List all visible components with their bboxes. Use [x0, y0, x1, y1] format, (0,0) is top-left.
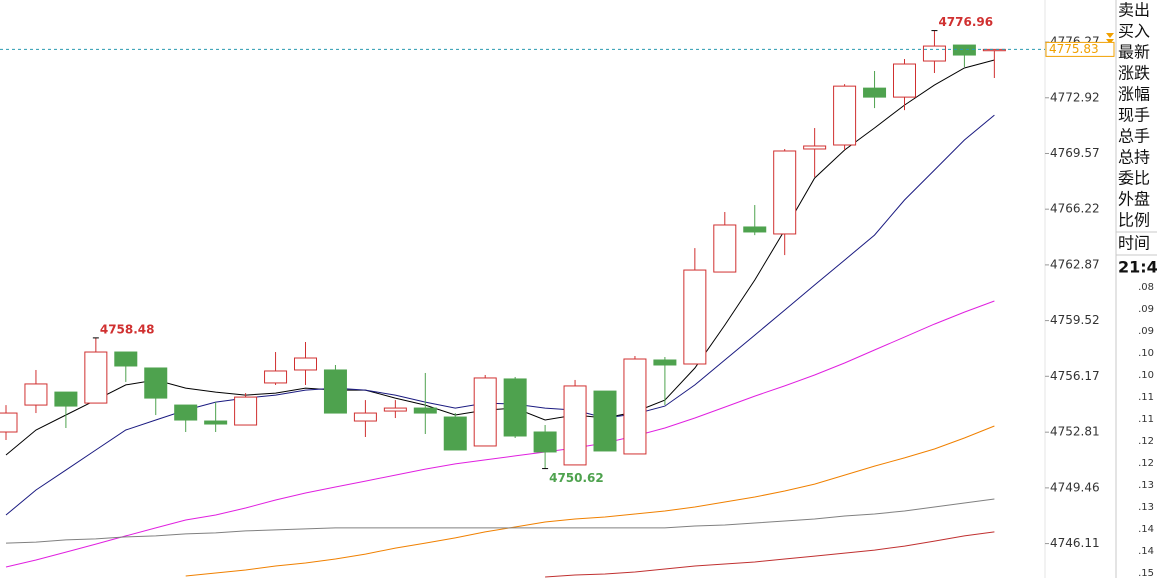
candle-body	[893, 63, 916, 98]
price-box	[1045, 41, 1115, 57]
time-tick: .13	[1138, 480, 1154, 491]
candle-body	[533, 431, 557, 453]
panel-label: 总持	[1118, 148, 1150, 167]
candle-body	[84, 351, 108, 404]
marker-icon	[1106, 33, 1114, 44]
candle-body	[54, 391, 78, 407]
candle-body	[204, 420, 228, 425]
candle-body	[443, 416, 467, 451]
candle-body	[623, 358, 647, 455]
time-tick: .14	[1138, 524, 1154, 535]
y-tick-label: 4752.81	[1050, 425, 1100, 439]
moving-average-line	[5, 300, 995, 568]
candle-body	[683, 269, 707, 365]
y-tick-label: 4772.92	[1050, 90, 1100, 104]
y-tick-label: 4756.17	[1050, 369, 1100, 383]
candle-body	[0, 412, 18, 433]
moving-average-line	[185, 425, 995, 577]
time-tick: .09	[1138, 326, 1154, 337]
time-tick: .09	[1138, 304, 1154, 315]
panel-label: 最新	[1118, 43, 1150, 62]
candle-body	[144, 367, 168, 399]
time-tick: .14	[1138, 546, 1154, 557]
panel-label: 外盘	[1118, 190, 1150, 209]
time-tick: .08	[1138, 282, 1154, 293]
panel-label: 委比	[1118, 169, 1150, 188]
candle-body	[413, 407, 437, 414]
time-tick: .15	[1138, 568, 1154, 578]
panel-label: 比例	[1118, 211, 1150, 230]
panel-label: 涨幅	[1118, 85, 1150, 104]
panel-label: 卖出	[1118, 1, 1150, 20]
time-label: 时间	[1118, 234, 1150, 253]
time-tick: .10	[1138, 348, 1154, 359]
y-tick-label: 4749.46	[1050, 480, 1100, 494]
candle-body	[473, 377, 497, 447]
candle-body	[24, 383, 48, 406]
candle-body	[922, 45, 946, 62]
y-tick-label: 4759.52	[1050, 313, 1100, 327]
candle-body	[653, 359, 677, 366]
annotation: 4758.48	[100, 322, 155, 336]
current-price-label: 4775.83	[1049, 42, 1099, 56]
time-tick: .12	[1138, 436, 1154, 447]
candle-body	[264, 370, 288, 384]
candle-body	[593, 390, 617, 452]
candle-body	[353, 412, 377, 422]
candle-body	[174, 404, 198, 421]
moving-average-line	[5, 59, 995, 456]
annotation: 4750.62	[549, 471, 604, 485]
candle-body	[294, 357, 317, 371]
panel-label: 现手	[1118, 106, 1150, 125]
candle-body	[982, 48, 1006, 52]
candle-body	[773, 150, 797, 235]
candle-body	[952, 44, 976, 56]
annotation: 4776.96	[938, 15, 993, 29]
candle-body	[383, 407, 407, 412]
panel-label: 总手	[1118, 127, 1150, 146]
time-value: 21:45	[1118, 258, 1157, 277]
moving-average-line	[5, 114, 995, 516]
candle-body	[743, 226, 767, 233]
candle-body	[863, 87, 887, 98]
moving-average-line	[545, 531, 995, 578]
time-tick: .13	[1138, 502, 1154, 513]
y-tick-label: 4766.22	[1050, 202, 1100, 216]
panel-label: 涨跌	[1118, 64, 1150, 83]
y-tick-label: 4769.57	[1050, 146, 1100, 160]
candle-body	[503, 378, 527, 437]
y-tick-label: 4762.87	[1050, 257, 1100, 271]
candle-body	[323, 369, 347, 414]
candle-body	[833, 85, 857, 146]
moving-average-line	[5, 498, 995, 544]
time-tick: .11	[1138, 392, 1154, 403]
time-tick: .12	[1138, 458, 1154, 469]
candle-body	[234, 396, 258, 426]
panel-label: 买入	[1118, 22, 1150, 41]
time-tick: .11	[1138, 414, 1154, 425]
candle-body	[563, 385, 587, 466]
candle-body	[803, 145, 827, 150]
candle-body	[114, 351, 138, 367]
candle-body	[713, 224, 737, 273]
y-tick-label: 4746.11	[1050, 536, 1100, 550]
time-tick: .10	[1138, 370, 1154, 381]
